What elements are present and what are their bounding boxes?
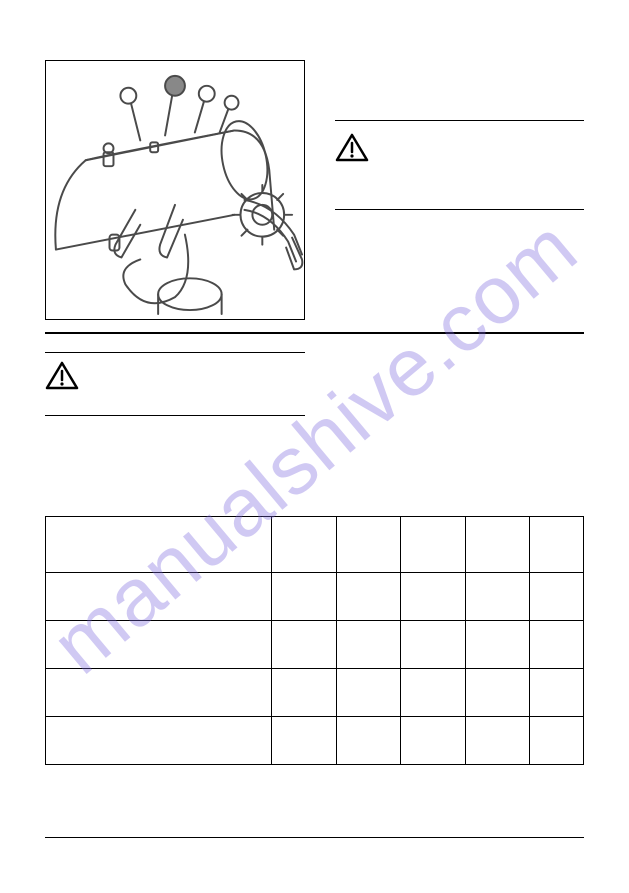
table-header-cell	[465, 517, 530, 573]
warning-icon	[335, 133, 369, 163]
table-cell	[530, 573, 584, 621]
spacer	[45, 416, 584, 506]
table-header-cell	[336, 517, 401, 573]
table-cell	[530, 621, 584, 669]
right-column	[335, 60, 584, 320]
table-row	[46, 717, 584, 765]
machine-illustration	[45, 60, 305, 320]
table-cell	[530, 717, 584, 765]
notice-top-right	[335, 120, 584, 210]
table-header-cell	[46, 517, 272, 573]
table-header-cell	[271, 517, 336, 573]
table-row	[46, 621, 584, 669]
section-divider	[45, 332, 584, 334]
table-cell	[401, 621, 466, 669]
table-cell	[271, 669, 336, 717]
table-row	[46, 573, 584, 621]
table-header-cell	[401, 517, 466, 573]
data-table	[45, 516, 584, 765]
footer-divider	[45, 837, 584, 838]
table-cell	[465, 573, 530, 621]
table-cell	[336, 621, 401, 669]
table-cell	[271, 573, 336, 621]
table-cell	[336, 573, 401, 621]
table-cell	[46, 669, 272, 717]
table-header-row	[46, 517, 584, 573]
table-cell	[46, 621, 272, 669]
notice-mid-left	[45, 352, 305, 416]
table-cell	[336, 669, 401, 717]
table-row	[46, 669, 584, 717]
table-cell	[401, 669, 466, 717]
table-cell	[465, 669, 530, 717]
table-header-cell	[530, 517, 584, 573]
table-cell	[530, 669, 584, 717]
table-cell	[271, 621, 336, 669]
table-cell	[465, 621, 530, 669]
table-cell	[401, 573, 466, 621]
table-cell	[465, 717, 530, 765]
table-cell	[336, 717, 401, 765]
document-page: manualshive.com	[0, 0, 629, 893]
mid-section	[45, 352, 584, 416]
illustration-svg	[46, 61, 304, 319]
table-cell	[401, 717, 466, 765]
table-cell	[46, 573, 272, 621]
warning-icon	[45, 361, 79, 391]
top-row	[45, 60, 584, 320]
table-cell	[271, 717, 336, 765]
table-cell	[46, 717, 272, 765]
